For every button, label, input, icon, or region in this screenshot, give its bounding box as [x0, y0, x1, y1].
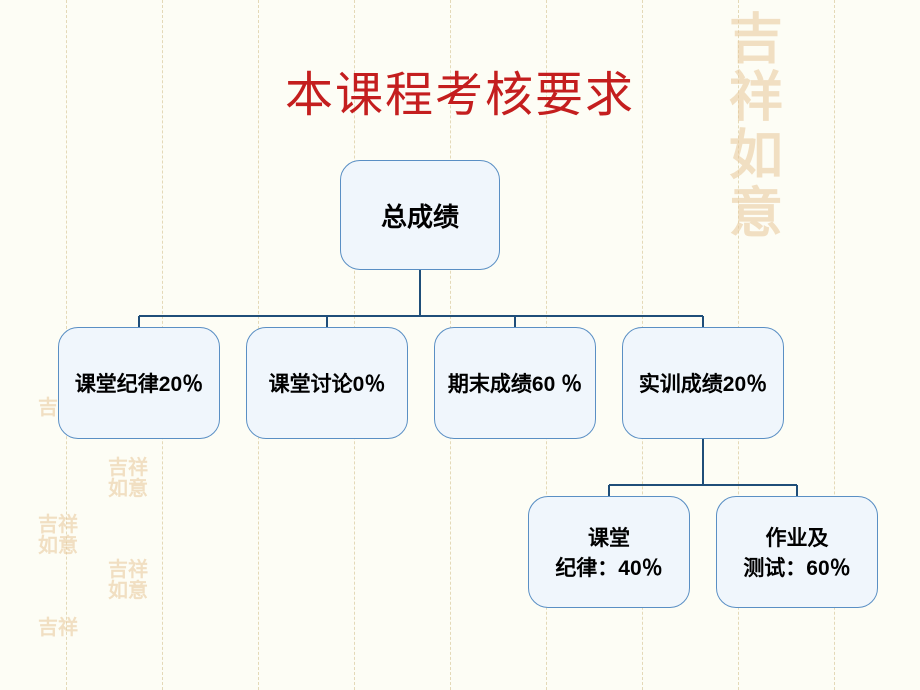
org-node-g2: 作业及 测试：60％: [716, 496, 878, 608]
seal-decoration: 吉祥如意: [108, 560, 152, 602]
org-node-c2: 课堂讨论0％: [246, 327, 408, 439]
org-node-root: 总成绩: [340, 160, 500, 270]
seal-decoration: 吉祥: [38, 618, 82, 639]
page-title: 本课程考核要求: [285, 55, 635, 125]
seal-decoration: 吉祥如意: [720, 10, 779, 242]
seal-decoration: 吉祥如意: [38, 515, 82, 557]
seal-decoration: 吉祥如意: [108, 458, 152, 500]
org-node-c4: 实训成绩20％: [622, 327, 784, 439]
org-node-c3: 期末成绩60 ％: [434, 327, 596, 439]
org-node-g1: 课堂 纪律：40％: [528, 496, 690, 608]
org-node-c1: 课堂纪律20％: [58, 327, 220, 439]
